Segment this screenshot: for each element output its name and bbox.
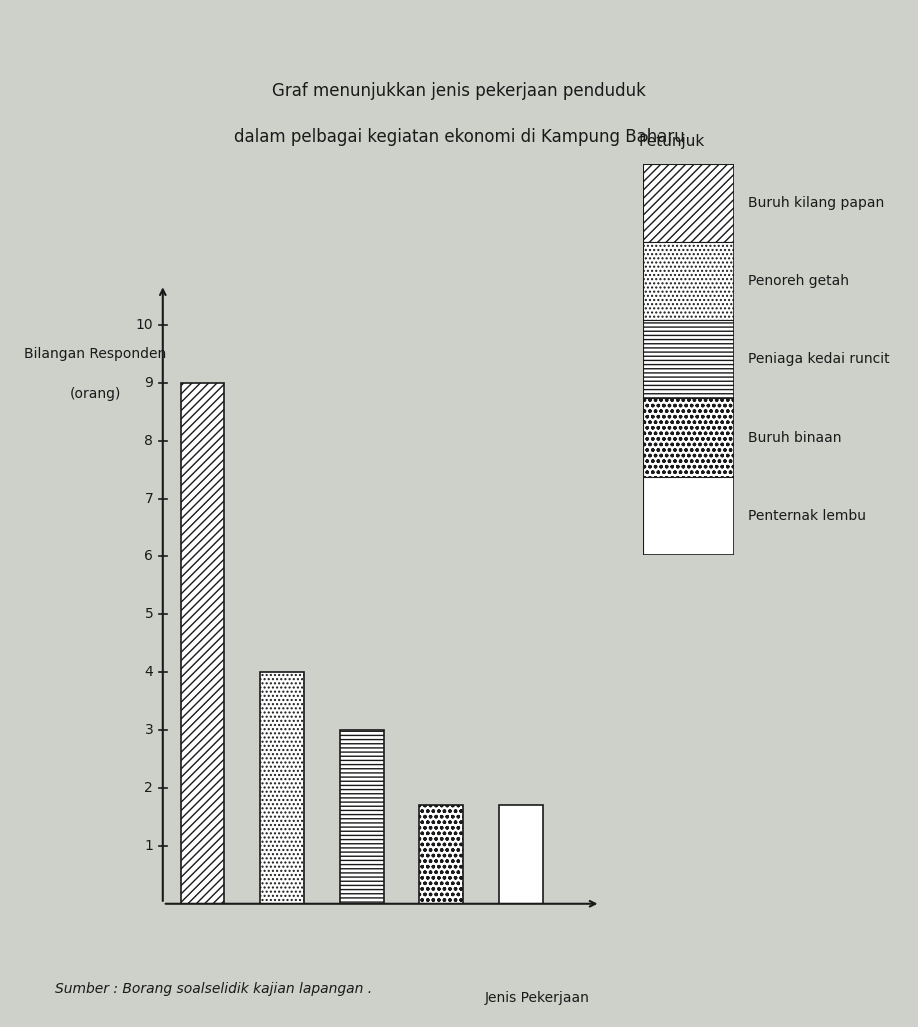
Text: Sumber : Borang soalselidik kajian lapangan .: Sumber : Borang soalselidik kajian lapan… [55, 982, 372, 996]
Text: Buruh kilang papan: Buruh kilang papan [748, 196, 884, 211]
Text: Buruh binaan: Buruh binaan [748, 430, 842, 445]
Text: 8: 8 [144, 433, 153, 448]
Text: Petunjuk: Petunjuk [638, 134, 704, 149]
Text: 3: 3 [144, 723, 153, 737]
Bar [261, 673, 304, 904]
Text: 6: 6 [144, 549, 153, 564]
Text: 2: 2 [144, 781, 153, 795]
Bar [181, 383, 225, 904]
Text: 7: 7 [144, 492, 153, 505]
Text: Graf menunjukkan jenis pekerjaan penduduk: Graf menunjukkan jenis pekerjaan pendudu… [272, 82, 646, 101]
Text: 1: 1 [144, 839, 153, 852]
Bar [643, 164, 734, 555]
Text: Peniaga kedai runcit: Peniaga kedai runcit [748, 352, 890, 367]
Text: 10: 10 [136, 318, 153, 332]
Text: Jenis Pekerjaan: Jenis Pekerjaan [485, 991, 589, 1004]
Bar [643, 398, 734, 477]
Bar [643, 320, 734, 398]
Text: 5: 5 [144, 607, 153, 621]
Text: 4: 4 [144, 665, 153, 679]
Text: Penoreh getah: Penoreh getah [748, 274, 849, 289]
Bar [420, 805, 464, 904]
Bar [340, 730, 384, 904]
Text: Bilangan Responden: Bilangan Responden [24, 347, 166, 360]
Bar [643, 164, 734, 242]
Bar [643, 477, 734, 555]
Bar [499, 805, 543, 904]
Text: 9: 9 [144, 376, 153, 390]
Text: dalam pelbagai kegiatan ekonomi di Kampung Baharu: dalam pelbagai kegiatan ekonomi di Kampu… [233, 128, 685, 147]
Text: (orang): (orang) [70, 387, 121, 402]
Text: Penternak lembu: Penternak lembu [748, 508, 867, 523]
Bar [643, 242, 734, 320]
